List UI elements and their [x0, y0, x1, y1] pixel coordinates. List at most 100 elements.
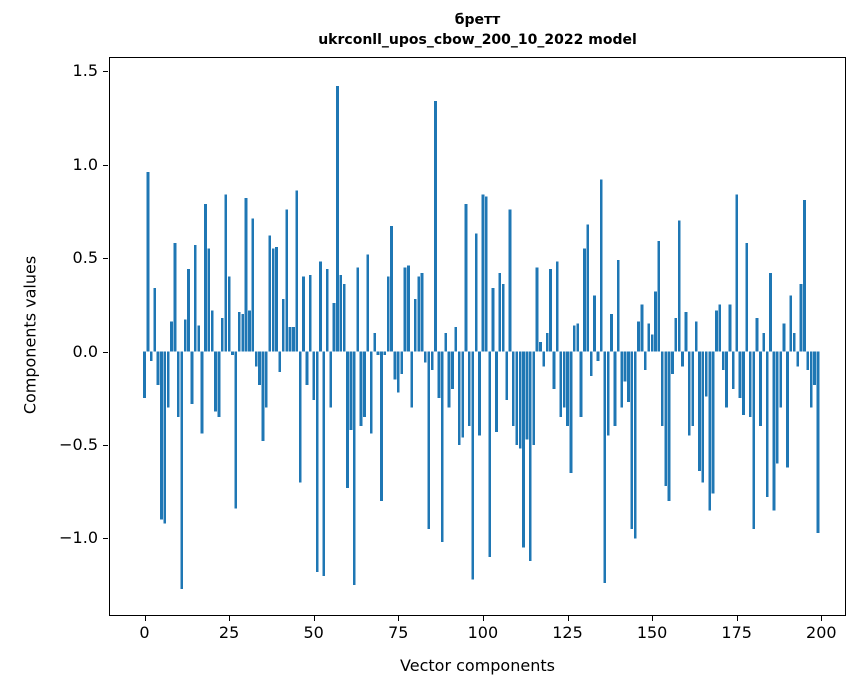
x-axis-label: Vector components: [400, 656, 555, 675]
bar: [210, 310, 214, 352]
y-tick-mark: [103, 538, 108, 540]
bar: [461, 351, 464, 438]
bar: [735, 194, 739, 352]
bar: [786, 351, 789, 468]
bar: [775, 351, 779, 464]
bar: [667, 351, 671, 501]
x-tick-label: 75: [388, 623, 409, 642]
bar: [556, 261, 559, 352]
bar: [444, 332, 448, 352]
bar: [231, 351, 234, 356]
bar: [491, 287, 495, 352]
bar: [816, 351, 820, 533]
bar: [474, 233, 478, 352]
bar: [654, 291, 657, 352]
bar: [792, 332, 796, 352]
bar: [160, 351, 163, 520]
bar: [809, 351, 813, 408]
bar: [342, 284, 346, 352]
y-tick-mark: [103, 351, 108, 353]
bar: [329, 351, 332, 408]
bar: [765, 351, 769, 498]
bar: [671, 351, 674, 374]
bar: [464, 203, 468, 352]
bar: [488, 351, 492, 558]
x-tick-label: 25: [218, 623, 240, 642]
bar: [708, 351, 711, 511]
bar: [149, 351, 153, 361]
bar: [204, 203, 207, 352]
bar: [244, 198, 248, 352]
bar: [220, 317, 224, 352]
bar: [217, 351, 221, 417]
bar: [542, 351, 546, 367]
bar: [187, 269, 190, 352]
bar: [535, 267, 539, 352]
bar: [643, 351, 647, 371]
y-tick-mark: [103, 164, 108, 166]
bar: [298, 351, 302, 483]
bar: [600, 179, 603, 352]
bar: [796, 351, 799, 367]
bar: [515, 351, 519, 445]
bar: [268, 235, 272, 352]
bar: [725, 351, 728, 408]
bar: [420, 272, 424, 352]
bar: [227, 276, 231, 352]
bar: [694, 321, 698, 352]
bar: [390, 226, 393, 352]
bar: [806, 351, 810, 371]
bar: [630, 351, 634, 530]
bar: [190, 351, 194, 404]
y-tick-label: 1.5: [72, 61, 98, 81]
bar: [457, 351, 461, 445]
bar: [325, 269, 329, 352]
bar: [468, 351, 471, 427]
bar: [153, 287, 157, 352]
bar: [752, 351, 755, 530]
bar: [738, 351, 742, 399]
bar: [234, 351, 238, 509]
bar: [183, 319, 187, 352]
bar: [278, 351, 282, 373]
bar: [657, 241, 661, 352]
bar: [430, 351, 434, 371]
bar: [193, 244, 197, 352]
bar: [627, 351, 630, 402]
bar: [427, 351, 431, 530]
bar: [813, 351, 816, 386]
bar: [356, 267, 360, 352]
bar: [440, 351, 444, 543]
bar: [281, 299, 285, 352]
bar: [593, 295, 596, 352]
y-tick-mark: [103, 258, 108, 259]
bar: [518, 351, 522, 449]
bar: [532, 351, 536, 445]
y-tick-label: 0.0: [72, 341, 98, 361]
bar: [407, 265, 410, 352]
x-tick-label: 125: [552, 623, 583, 642]
bar: [501, 284, 505, 352]
bar: [366, 254, 370, 352]
y-tick-label: −1.0: [59, 528, 98, 548]
bar: [684, 312, 688, 352]
bar: [258, 351, 261, 386]
bar: [691, 351, 695, 427]
bar: [156, 351, 160, 386]
x-tick-label: 150: [636, 623, 668, 642]
bar: [478, 351, 481, 436]
bar: [454, 327, 458, 352]
bar: [484, 196, 488, 352]
bar: [292, 327, 295, 352]
bar: [512, 351, 515, 427]
x-tick-label: 175: [721, 623, 752, 642]
bar: [207, 248, 211, 352]
bar: [748, 351, 752, 417]
bar: [539, 342, 542, 352]
bar: [545, 332, 549, 352]
bar: [610, 314, 613, 352]
bar: [566, 351, 569, 427]
bar: [197, 325, 201, 352]
bar: [762, 332, 766, 352]
